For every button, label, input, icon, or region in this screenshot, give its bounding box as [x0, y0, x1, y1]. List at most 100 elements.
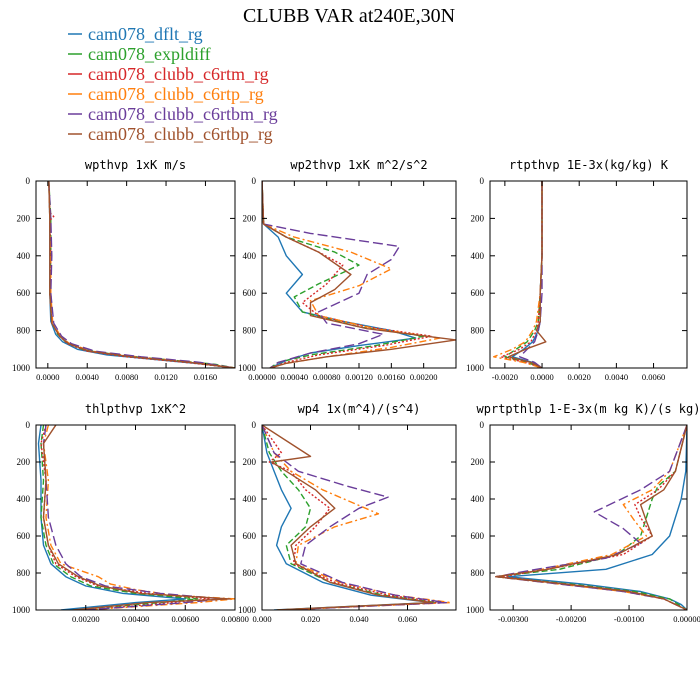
- x-tick-label: 0.00120: [345, 372, 373, 382]
- legend-label: cam078_clubb_c6rtbm_rg: [88, 104, 278, 124]
- x-tick-label: 0.00000: [248, 372, 276, 382]
- x-tick-label: 0.00200: [410, 372, 438, 382]
- series-line-6: [48, 181, 235, 368]
- y-tick-label: 600: [17, 531, 31, 541]
- x-tick-label: 0.0000: [36, 372, 59, 382]
- legend-label: cam078_expldiff: [88, 44, 211, 64]
- x-tick-label: -0.00200: [556, 614, 586, 624]
- x-tick-label: 0.00400: [122, 614, 150, 624]
- series-line-5: [42, 425, 224, 610]
- x-tick-label: 0.00080: [313, 372, 341, 382]
- y-tick-label: 800: [243, 568, 257, 578]
- x-tick-label: 0.0120: [154, 372, 177, 382]
- series-line-2: [40, 425, 199, 610]
- y-tick-label: 200: [243, 457, 257, 467]
- legend-label: cam078_clubb_c6rtp_rg: [88, 84, 264, 104]
- y-tick-label: 600: [17, 288, 31, 298]
- series-line-6: [262, 181, 456, 368]
- series-line-1: [506, 425, 687, 610]
- y-tick-label: 400: [471, 251, 485, 261]
- x-tick-label: 0.0160: [194, 372, 217, 382]
- series-line-2: [262, 425, 438, 610]
- plot-frame: [261, 424, 457, 611]
- x-tick-label: 0.0020: [568, 372, 591, 382]
- x-tick-label: 0.00600: [171, 614, 199, 624]
- x-tick-label: -0.0020: [492, 372, 518, 382]
- series-line-5: [48, 181, 235, 368]
- y-tick-label: 0: [252, 176, 257, 186]
- series-line-3: [40, 425, 211, 610]
- series-line-1: [37, 425, 187, 610]
- x-tick-label: 0.00200: [72, 614, 100, 624]
- series-line-3: [500, 425, 687, 610]
- series-line-6: [262, 425, 433, 610]
- x-tick-label: 0.000: [252, 614, 271, 624]
- series-line-6: [507, 181, 547, 368]
- series-line-4: [262, 425, 452, 610]
- y-tick-label: 200: [17, 457, 31, 467]
- legend: cam078_dflt_rgcam078_expldiffcam078_club…: [68, 24, 278, 144]
- y-tick-label: 600: [243, 531, 257, 541]
- plot-frame: [35, 180, 236, 369]
- y-tick-label: 400: [471, 494, 485, 504]
- series-line-6: [42, 425, 231, 610]
- series-group: [48, 181, 235, 368]
- y-tick-label: 0: [480, 176, 485, 186]
- x-tick-label: -0.00100: [614, 614, 644, 624]
- series-line-4: [48, 181, 235, 368]
- x-tick-label: 0.0040: [605, 372, 628, 382]
- panel-title: thlpthvp 1xK^2: [85, 402, 186, 416]
- legend-label: cam078_dflt_rg: [88, 24, 203, 44]
- y-tick-label: 200: [17, 213, 31, 223]
- legend-label: cam078_clubb_c6rtbp_rg: [88, 124, 273, 144]
- x-tick-label: 0.00800: [221, 614, 249, 624]
- y-tick-label: 800: [471, 568, 485, 578]
- y-tick-label: 200: [471, 457, 485, 467]
- y-tick-label: 0: [480, 420, 485, 430]
- y-tick-label: 1000: [12, 605, 31, 615]
- plot-frame: [261, 180, 457, 369]
- y-tick-label: 800: [17, 326, 31, 336]
- y-tick-label: 0: [252, 420, 257, 430]
- y-tick-label: 1000: [466, 363, 485, 373]
- series-group: [262, 425, 452, 610]
- panel-title: wpthvp 1xK m/s: [85, 158, 186, 172]
- panel-4: thlpthvp 1xK^2 0 200 400 600 800 1000 0.00200 0.…: [12, 402, 249, 624]
- series-group: [262, 181, 456, 368]
- plot-frame: [489, 180, 688, 369]
- series-line-4: [42, 425, 235, 610]
- series-line-6: [495, 425, 687, 610]
- panel-2: wp2thvp 1xK m^2/s^2020040060080010000.00…: [238, 158, 457, 382]
- panel-title: wp2thvp 1xK m^2/s^2: [290, 158, 427, 172]
- y-tick-label: 800: [243, 326, 257, 336]
- series-line-2: [262, 181, 425, 368]
- panel-6: wprtpthlp 1-E-3x(m kg K)/(s kg) 0 200 400 60…: [466, 402, 700, 624]
- legend-label: cam078_clubb_c6rtm_rg: [88, 64, 269, 84]
- y-tick-label: 600: [471, 531, 485, 541]
- series-group: [37, 425, 235, 610]
- x-tick-label: 0.00000: [673, 614, 700, 624]
- series-line-2: [48, 181, 235, 368]
- series-line-4: [495, 425, 687, 610]
- series-line-1: [262, 181, 417, 368]
- x-tick-label: 0.060: [398, 614, 417, 624]
- series-line-2: [495, 425, 687, 610]
- x-tick-label: 0.0040: [76, 372, 99, 382]
- x-tick-label: 0.020: [301, 614, 320, 624]
- y-tick-label: 400: [243, 494, 257, 504]
- y-tick-label: 1000: [238, 363, 257, 373]
- panel-title: rtpthvp 1E-3x(kg/kg) K: [509, 158, 669, 172]
- y-tick-label: 400: [17, 251, 31, 261]
- figure-title: CLUBB VAR at240E,30N: [243, 5, 455, 27]
- y-tick-label: 0: [26, 420, 31, 430]
- y-tick-label: 200: [471, 213, 485, 223]
- y-tick-label: 1000: [466, 605, 485, 615]
- x-tick-label: 0.0080: [115, 372, 138, 382]
- y-tick-label: 200: [243, 213, 257, 223]
- series-line-5: [519, 181, 543, 368]
- y-tick-label: 800: [471, 326, 485, 336]
- series-line-1: [48, 181, 235, 368]
